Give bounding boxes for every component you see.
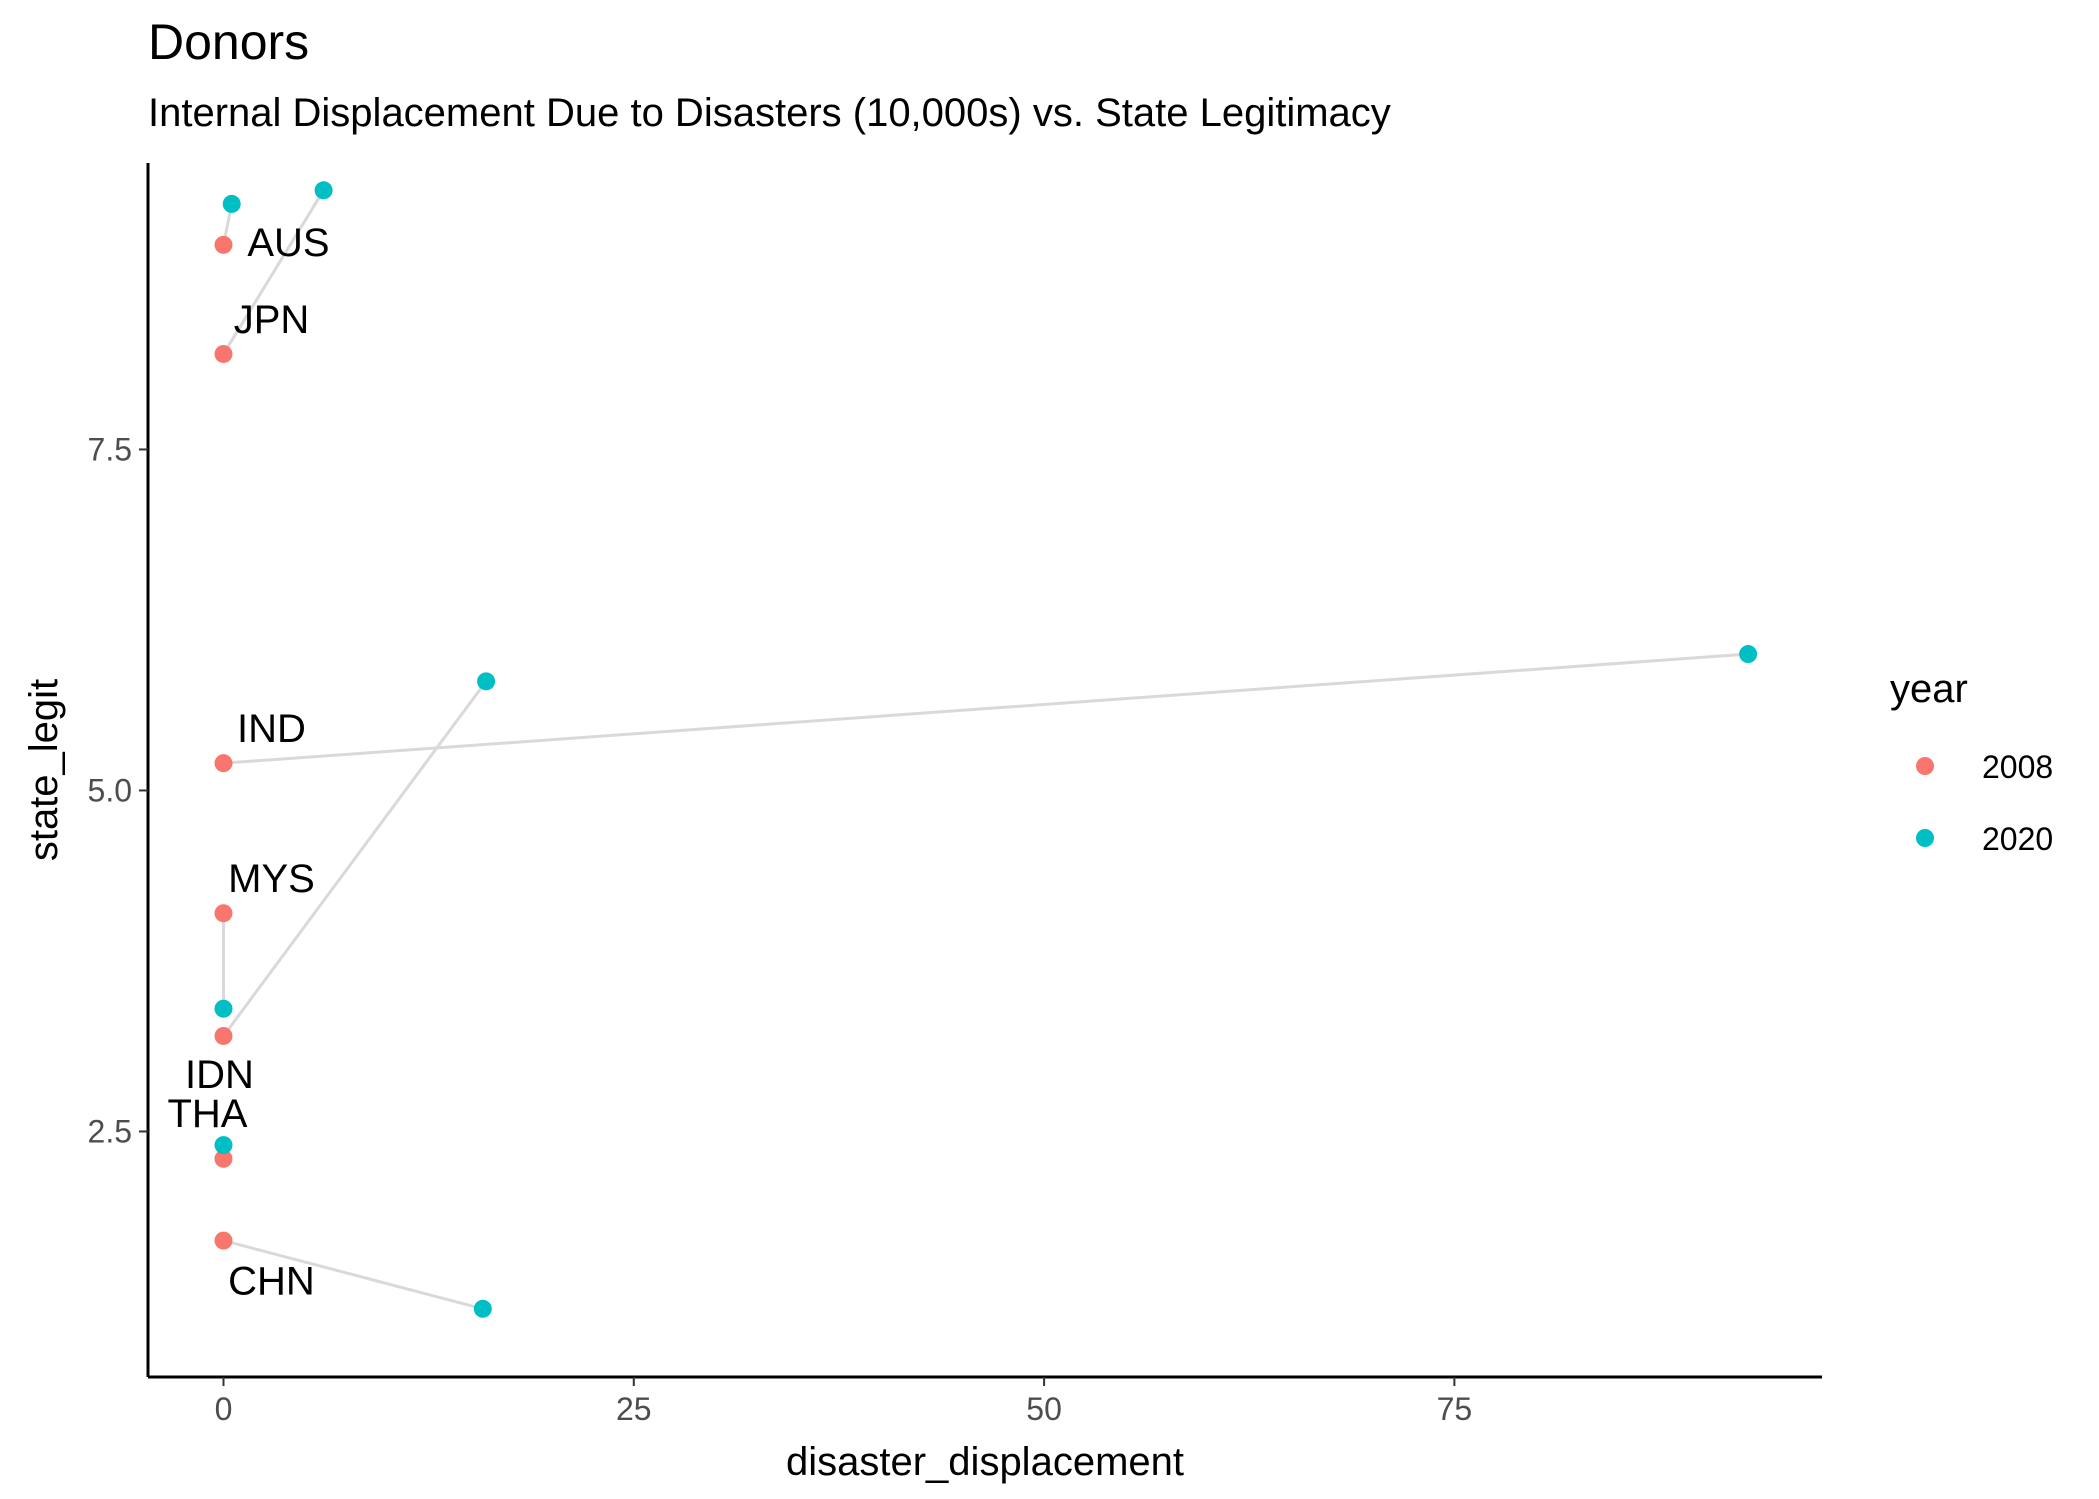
point-idn-2020	[477, 672, 496, 691]
point-aus-2020	[222, 194, 241, 213]
point-mys-2020	[214, 999, 233, 1018]
legend-label-2020: 2020	[1982, 821, 2053, 857]
legend-item-2008: 2008	[1916, 749, 2053, 785]
legend-label-2008: 2008	[1982, 749, 2053, 785]
point-ind-2008	[214, 754, 233, 773]
legend-item-2020: 2020	[1916, 821, 2053, 857]
x-axis-ticks: 0 25 50 75	[215, 1377, 1473, 1427]
point-ind-2020	[1739, 645, 1758, 664]
y-tick-label: 2.5	[88, 1113, 132, 1149]
legend-swatch-2020	[1916, 829, 1934, 847]
connector-jpn	[222, 189, 325, 355]
connector-lines	[221, 189, 1749, 1311]
point-jpn-2020	[314, 181, 333, 200]
point-label-mys: MYS	[228, 857, 315, 901]
point-label-aus: AUS	[247, 221, 329, 265]
y-axis-title: state_legit	[22, 679, 66, 861]
point-chn-2020	[473, 1299, 492, 1318]
x-tick-label: 0	[215, 1391, 233, 1427]
connector-idn	[222, 680, 488, 1037]
x-tick-label: 75	[1437, 1391, 1473, 1427]
point-label-chn: CHN	[228, 1260, 315, 1304]
point-label-tha: THA	[167, 1092, 247, 1136]
point-chn-2008	[214, 1231, 233, 1250]
y-tick-label: 5.0	[88, 772, 132, 808]
x-tick-label: 50	[1026, 1391, 1062, 1427]
point-tha-2008	[214, 1149, 233, 1168]
connector-ind	[223, 652, 1749, 765]
y-axis-ticks: 2.5 5.0 7.5	[88, 431, 148, 1149]
connector-chn	[223, 1239, 484, 1311]
x-axis-title: disaster_displacement	[786, 1440, 1184, 1484]
point-label-jpn: JPN	[234, 298, 310, 342]
legend-title: year	[1890, 667, 1968, 711]
point-jpn-2008	[214, 344, 233, 363]
legend: year 2008 2020	[1890, 667, 2053, 857]
point-tha-2020	[214, 1136, 233, 1155]
data-points	[214, 181, 1758, 1318]
chart-subtitle: Internal Displacement Due to Disasters (…	[148, 91, 1391, 135]
point-aus-2008	[214, 235, 233, 254]
point-label-idn: IDN	[185, 1053, 254, 1097]
y-tick-label: 7.5	[88, 431, 132, 467]
point-mys-2008	[214, 904, 233, 923]
point-idn-2008	[214, 1026, 233, 1045]
chart-title: Donors	[148, 14, 309, 70]
legend-swatch-2008	[1916, 757, 1934, 775]
point-label-ind: IND	[237, 707, 306, 751]
x-tick-label: 25	[616, 1391, 652, 1427]
